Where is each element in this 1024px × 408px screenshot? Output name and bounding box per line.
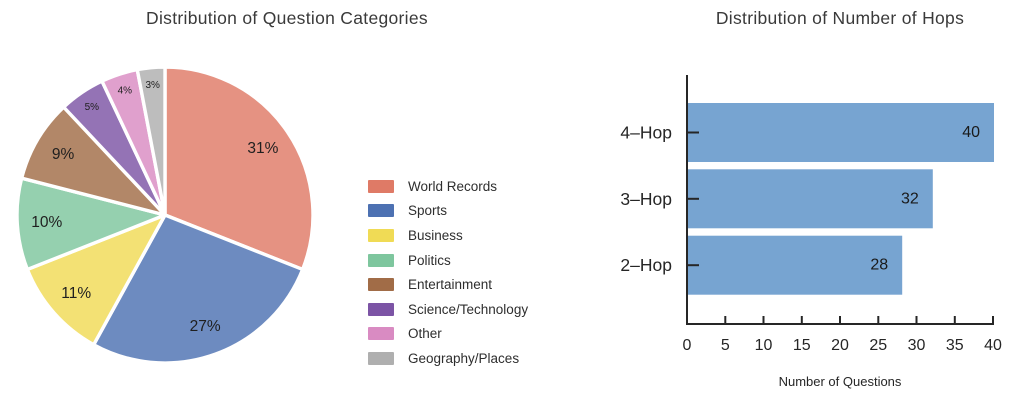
x-tick-label-0: 0: [683, 337, 692, 354]
legend-swatch-entertainment: [368, 278, 394, 292]
legend-label: Politics: [408, 252, 451, 268]
x-tick-label-15: 15: [793, 337, 811, 354]
pie-percent-label-science-technology: 5%: [85, 102, 100, 113]
legend-label: World Records: [408, 178, 498, 194]
legend-swatch-sports: [368, 204, 394, 218]
legend-item-world-records: World Records: [368, 174, 528, 199]
legend-item-science-technology: Science/Technology: [368, 297, 528, 322]
x-tick-label-40: 40: [984, 337, 1002, 354]
pie-percent-label-world-records: 31%: [247, 140, 278, 157]
x-tick-label-35: 35: [946, 337, 964, 354]
pie-percent-label-geography-places: 3%: [145, 80, 160, 91]
bar-2-hop: [688, 235, 903, 295]
legend-item-business: Business: [368, 223, 528, 248]
legend-label: Other: [408, 326, 442, 342]
pie-percent-label-politics: 10%: [31, 214, 62, 231]
x-tick-label-10: 10: [755, 337, 773, 354]
pie-slice-business: [25, 213, 167, 347]
bar-chart-title: Distribution of Number of Hops: [715, 8, 965, 28]
legend-item-geography-places: Geography/Places: [368, 346, 528, 371]
x-axis-label: Number of Questions: [779, 374, 902, 389]
x-tick-label-20: 20: [831, 337, 849, 354]
legend-item-other: Other: [368, 322, 528, 347]
bar-value-label-4-hop: 40: [962, 124, 980, 141]
bar-3-hop: [688, 169, 933, 229]
legend-item-entertainment: Entertainment: [368, 272, 528, 297]
category-label-3-hop: 3–Hop: [620, 189, 672, 209]
x-tick-label-25: 25: [869, 337, 887, 354]
x-tick-label-5: 5: [721, 337, 730, 354]
pie-slice-geography-places: [135, 65, 167, 217]
category-label-4-hop: 4–Hop: [620, 123, 672, 143]
pie-slice-world-records: [163, 65, 315, 272]
legend-swatch-geography-places: [368, 351, 394, 365]
x-tick-label-30: 30: [908, 337, 926, 354]
pie-percent-label-business: 11%: [61, 285, 91, 302]
legend-swatch-world-records: [368, 179, 394, 193]
legend-swatch-business: [368, 228, 394, 242]
legend-item-sports: Sports: [368, 199, 528, 224]
pie-percent-label-entertainment: 9%: [52, 146, 75, 163]
legend-swatch-other: [368, 327, 394, 341]
pie-percent-label-sports: 27%: [190, 318, 221, 335]
legend-swatch-politics: [368, 253, 394, 267]
bar-value-label-3-hop: 32: [901, 190, 919, 207]
pie-percent-label-other: 4%: [118, 86, 133, 97]
legend-label: Entertainment: [408, 277, 493, 293]
legend-label: Science/Technology: [408, 301, 529, 317]
legend-label: Business: [408, 227, 463, 243]
bar-value-label-2-hop: 28: [870, 257, 888, 274]
pie-legend: World Records Sports Business Politics Enter…: [368, 174, 528, 371]
legend-label: Sports: [408, 203, 448, 219]
pie-chart: 31% 27% 11% 10% 9% 5% 4% 3%: [15, 65, 315, 365]
legend-swatch-science-technology: [368, 302, 394, 316]
pie-chart-title: Distribution of Question Categories: [146, 8, 428, 28]
category-label-2-hop: 2–Hop: [620, 255, 672, 275]
legend-label: Geography/Places: [408, 350, 520, 366]
pie-slice-politics: [15, 176, 167, 272]
bar-4-hop: [688, 103, 994, 162]
legend-item-politics: Politics: [368, 248, 528, 273]
bar-chart: 4–Hop 40 3–Hop 32 2–Hop 28 0 5 10 15 20 25 30 35 40 Num…: [620, 75, 1002, 389]
